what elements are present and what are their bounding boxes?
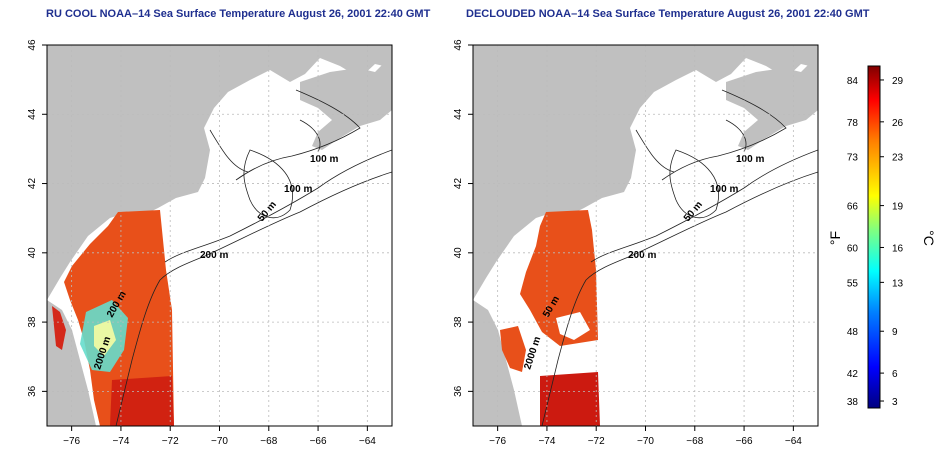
x-tick-label: −66 <box>736 436 753 447</box>
contour-label: 100 m <box>284 184 312 195</box>
y-tick-label: 46 <box>27 39 38 51</box>
y-tick-label: 42 <box>453 178 464 190</box>
celsius-tick-label: 19 <box>892 202 904 213</box>
bay-water <box>52 306 66 350</box>
x-tick-label: −64 <box>359 436 376 447</box>
fahrenheit-tick-label: 55 <box>847 278 859 289</box>
sst-warm-patch <box>110 376 174 426</box>
right-gridlines <box>473 45 818 426</box>
x-tick-label: −74 <box>538 436 555 447</box>
bathymetry-contours <box>541 89 818 426</box>
fahrenheit-tick-label: 73 <box>847 153 859 164</box>
left-panel-title: RU COOL NOAA–14 Sea Surface Temperature … <box>46 8 431 20</box>
celsius-tick-label: 16 <box>892 243 904 254</box>
contour-label: 200 m <box>200 250 228 261</box>
x-tick-label: −66 <box>310 436 327 447</box>
fahrenheit-tick-label: 66 <box>847 202 859 213</box>
right-panel-title: DECLOUDED NOAA–14 Sea Surface Temperatur… <box>466 8 870 20</box>
contour-label: 100 m <box>310 154 338 165</box>
x-tick-label: −68 <box>260 436 277 447</box>
bathymetry-contours <box>115 89 392 426</box>
sst-swath <box>520 210 598 346</box>
left-gridlines <box>47 45 392 426</box>
y-tick-label: 44 <box>27 108 38 120</box>
x-tick-label: −72 <box>588 436 605 447</box>
x-tick-label: −76 <box>489 436 506 447</box>
x-tick-label: −70 <box>637 436 654 447</box>
celsius-tick-label: 6 <box>892 369 898 380</box>
x-tick-label: −72 <box>162 436 179 447</box>
y-tick-label: 44 <box>453 108 464 120</box>
colorbar-scale <box>867 65 881 409</box>
left-map-content: 100 m 100 m 50 m 200 m 200 m 2000 m <box>47 45 392 426</box>
land-mass-nova-scotia <box>300 62 392 150</box>
y-tick-label: 36 <box>453 385 464 397</box>
x-tick-label: −68 <box>686 436 703 447</box>
celsius-tick-label: 29 <box>892 76 904 87</box>
y-tick-label: 40 <box>453 247 464 259</box>
land-mass-nova-scotia <box>726 62 818 150</box>
fahrenheit-tick-label: 78 <box>847 118 859 129</box>
left-map-panel: 100 m 100 m 50 m 200 m 200 m 2000 m <box>46 44 393 427</box>
colorbar: °F °C <box>827 65 937 409</box>
y-tick-label: 42 <box>27 178 38 190</box>
land-mass <box>473 45 818 300</box>
celsius-tick-label: 9 <box>892 327 898 338</box>
y-tick-label: 36 <box>27 385 38 397</box>
fahrenheit-tick-label: 42 <box>847 369 859 380</box>
y-tick-label: 40 <box>27 247 38 259</box>
x-tick-label: −64 <box>785 436 802 447</box>
contour-label: 200 m <box>628 250 656 261</box>
x-tick-label: −70 <box>211 436 228 447</box>
x-tick-label: −76 <box>63 436 80 447</box>
land-mass-delmarva <box>473 300 522 426</box>
fahrenheit-tick-label: 48 <box>847 327 859 338</box>
sst-cold-patch <box>94 320 116 356</box>
y-tick-label: 38 <box>27 316 38 328</box>
celsius-tick-label: 3 <box>892 397 898 408</box>
celsius-label: °C <box>921 230 937 246</box>
fahrenheit-tick-label: 38 <box>847 397 859 408</box>
celsius-tick-label: 23 <box>892 153 904 164</box>
fahrenheit-tick-label: 84 <box>847 76 859 87</box>
land-mass <box>47 45 392 300</box>
sst-gap <box>556 312 590 340</box>
fahrenheit-tick-label: 60 <box>847 243 859 254</box>
sst-warm-patch <box>540 372 600 426</box>
sst-coastal-strip <box>500 326 526 372</box>
y-tick-label: 46 <box>453 39 464 51</box>
fahrenheit-label: °F <box>827 231 843 245</box>
contour-label: 100 m <box>736 154 764 165</box>
y-tick-label: 38 <box>453 316 464 328</box>
celsius-tick-label: 13 <box>892 278 904 289</box>
contour-label: 100 m <box>710 184 738 195</box>
x-tick-label: −74 <box>112 436 129 447</box>
celsius-tick-label: 26 <box>892 118 904 129</box>
right-map-panel: 100 m 100 m 50 m 200 m 50 m 2000 m <box>472 44 819 427</box>
